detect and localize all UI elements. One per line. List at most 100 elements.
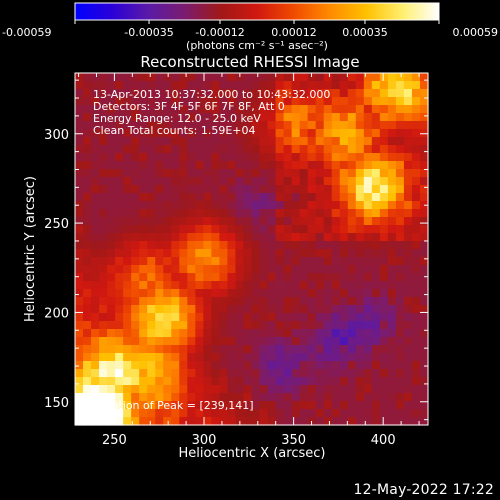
heatmap-cell <box>363 81 373 90</box>
heatmap-cell <box>131 321 140 330</box>
heatmap-cell <box>83 217 92 226</box>
heatmap-cell <box>227 289 237 298</box>
heatmap-cell <box>171 257 180 266</box>
heatmap-cell <box>115 161 124 170</box>
heatmap-cell <box>147 81 156 90</box>
heatmap-cell <box>243 153 253 162</box>
heatmap-cell <box>171 265 180 274</box>
heatmap-cell <box>75 193 84 202</box>
heatmap-cell <box>195 265 204 274</box>
heatmap-cell <box>163 89 172 98</box>
heatmap-cell <box>259 177 269 186</box>
heatmap-cell <box>275 297 285 306</box>
heatmap-cell <box>419 217 429 226</box>
heatmap-cell <box>267 153 277 162</box>
heatmap-cell <box>259 161 269 170</box>
heatmap-cell <box>339 305 349 314</box>
heatmap-cell <box>339 393 349 402</box>
heatmap-cell <box>347 73 357 82</box>
heatmap-cell <box>171 73 180 82</box>
heatmap-cell <box>235 121 245 130</box>
heatmap-cell <box>91 273 100 282</box>
heatmap-cell <box>315 241 325 250</box>
heatmap-cell <box>123 369 132 378</box>
heatmap-cell <box>347 241 357 250</box>
heatmap-cell <box>139 257 148 266</box>
heatmap-cell <box>235 353 245 362</box>
heatmap-cell <box>275 393 285 402</box>
heatmap-cell <box>275 385 285 394</box>
heatmap-cell <box>123 129 132 138</box>
heatmap-cell <box>323 385 333 394</box>
heatmap-cell <box>115 233 124 242</box>
heatmap-cell <box>203 161 212 170</box>
heatmap-cell <box>227 137 237 146</box>
heatmap-cell <box>419 113 429 122</box>
heatmap-cell <box>307 321 317 330</box>
heatmap-cell <box>355 209 365 218</box>
heatmap-cell <box>339 321 349 330</box>
heatmap-cell <box>235 377 245 386</box>
heatmap-cell <box>259 145 269 154</box>
heatmap-cell <box>339 97 349 106</box>
heatmap-cell <box>131 385 140 394</box>
heatmap-cell <box>91 393 100 402</box>
heatmap-cell <box>251 89 261 98</box>
heatmap-cell <box>139 393 148 402</box>
heatmap-cell <box>155 81 164 90</box>
heatmap-cell <box>147 289 156 298</box>
heatmap-cell <box>91 257 100 266</box>
heatmap-cell <box>131 409 140 418</box>
heatmap-cell <box>275 401 285 410</box>
heatmap-cell <box>379 345 389 354</box>
heatmap-cell <box>107 289 116 298</box>
heatmap-cell <box>291 377 301 386</box>
heatmap-cell <box>139 137 148 146</box>
heatmap-cell <box>107 385 116 394</box>
heatmap-cell <box>371 329 381 338</box>
heatmap-cell <box>259 233 269 242</box>
heatmap-cell <box>123 73 132 82</box>
heatmap-cell <box>179 265 188 274</box>
heatmap-cell <box>131 369 140 378</box>
heatmap-cell <box>203 313 212 322</box>
heatmap-cell <box>227 129 237 138</box>
heatmap-cell <box>115 257 124 266</box>
heatmap-cell <box>411 377 421 386</box>
heatmap-cell <box>403 217 413 226</box>
heatmap-cell <box>411 193 421 202</box>
heatmap-cell <box>411 313 421 322</box>
heatmap-cell <box>195 393 204 402</box>
heatmap-cell <box>251 193 261 202</box>
heatmap-cell <box>107 345 116 354</box>
heatmap-cell <box>411 337 421 346</box>
heatmap-cell <box>275 361 285 370</box>
heatmap-cell <box>123 321 132 330</box>
heatmap-cell <box>387 329 397 338</box>
heatmap-cell <box>243 401 253 410</box>
heatmap-cell <box>171 329 180 338</box>
heatmap-cell <box>331 161 341 170</box>
heatmap-cell <box>419 185 429 194</box>
heatmap-cell <box>235 233 245 242</box>
heatmap-cell <box>291 153 301 162</box>
heatmap-cell <box>395 401 405 410</box>
heatmap-cell <box>291 161 301 170</box>
heatmap-cell <box>267 281 277 290</box>
heatmap-cell <box>219 313 229 322</box>
heatmap-cell <box>171 409 180 418</box>
colorbar-tick-label: 0.00012 <box>271 26 317 39</box>
heatmap-cell <box>227 401 237 410</box>
heatmap-cell <box>411 169 421 178</box>
heatmap-cell <box>403 161 413 170</box>
heatmap-cell <box>243 145 253 154</box>
heatmap-cell <box>355 417 365 426</box>
x-tick-label: 250 <box>102 433 127 448</box>
heatmap-cell <box>75 249 84 258</box>
heatmap-cell <box>307 273 317 282</box>
heatmap-cell <box>395 353 405 362</box>
heatmap-cell <box>219 289 229 298</box>
heatmap-cell <box>75 177 84 186</box>
heatmap-cell <box>219 385 229 394</box>
heatmap-cell <box>315 377 325 386</box>
